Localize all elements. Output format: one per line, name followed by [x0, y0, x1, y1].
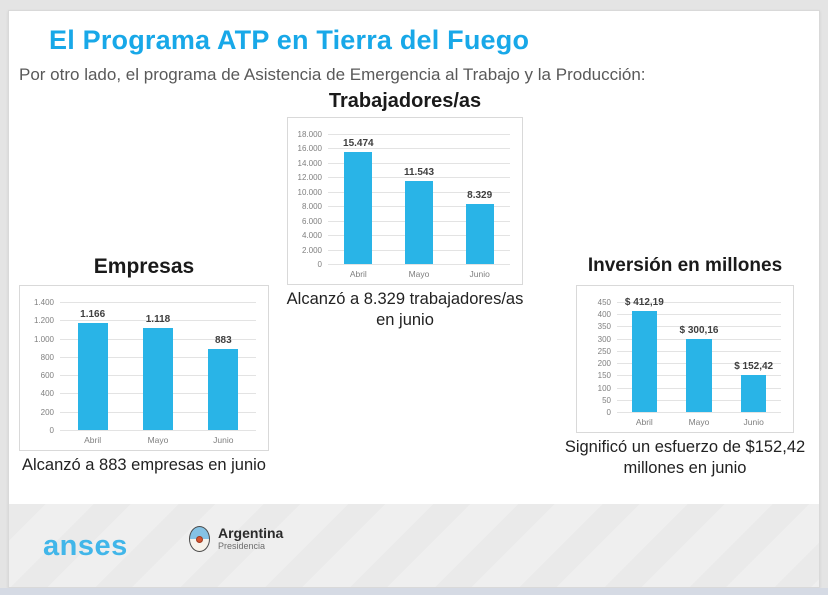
x-axis-label: Abril	[84, 435, 102, 445]
y-axis-tick-label: 100	[597, 383, 611, 393]
slide-card: El Programa ATP en Tierra del Fuego Por …	[8, 10, 820, 588]
gridline	[60, 302, 256, 303]
argentina-presidencia-logo: Argentina Presidencia	[189, 526, 283, 552]
x-axis-label: Mayo	[147, 435, 169, 445]
bar-value-label: $ 300,16	[679, 324, 719, 336]
y-axis-tick-label: 14.000	[297, 158, 322, 168]
argentina-coat-of-arms-icon	[189, 526, 210, 552]
y-axis-tick-label: 0	[606, 408, 611, 417]
y-axis-tick-label: 250	[597, 346, 611, 356]
bar-junio	[208, 349, 239, 430]
bar-value-label: 1.166	[80, 309, 106, 321]
anses-logo: anses	[43, 530, 128, 562]
bar-value-label: 8.329	[467, 189, 493, 201]
gridline	[328, 177, 510, 179]
y-axis-tick-label: 300	[597, 334, 611, 344]
y-axis-tick-label: 1.400	[33, 298, 54, 307]
chart-title-trabajadores: Trabajadores/as	[328, 90, 482, 112]
y-axis-tick-label: 4.000	[301, 231, 322, 241]
bar-chart-trabajadores: 0 2.000 4.000 6.000 8.000 10.000 12.000 14.000 1…	[287, 117, 523, 285]
argentina-logo-text: Argentina Presidencia	[218, 526, 283, 552]
y-axis-tick-label: 10.000	[297, 187, 322, 197]
bar-mayo	[686, 338, 712, 412]
y-axis-tick-label: 2.000	[301, 245, 322, 255]
bar-junio	[741, 374, 767, 412]
slide-footer: anses Argentina Presidencia	[9, 504, 819, 587]
bar-value-label: 15.474	[343, 138, 374, 150]
bar-value-label: 883	[214, 335, 232, 347]
slide-subtitle: Por otro lado, el programa de Asistencia…	[19, 65, 646, 84]
gridline	[328, 264, 510, 265]
bar-mayo	[405, 180, 433, 264]
bar-value-label: $ 152,42	[734, 360, 774, 372]
bar-value-label: 11.543	[403, 166, 435, 178]
gridline	[617, 412, 781, 413]
y-axis-tick-label: 350	[597, 322, 611, 332]
gridline	[328, 148, 510, 150]
argentina-label: Argentina	[218, 525, 284, 541]
page-title: El Programa ATP en Tierra del Fuego	[49, 25, 530, 55]
y-axis-tick-label: 8.000	[301, 202, 322, 212]
bar-junio	[465, 203, 494, 264]
y-axis-tick-label: 200	[597, 359, 611, 369]
bar-abril	[631, 311, 657, 412]
gridline	[60, 430, 256, 431]
sun-emblem-icon	[196, 535, 203, 543]
y-axis-tick-label: 400	[597, 310, 611, 320]
caption-inversion: Significó un esfuerzo de $152,42 millone…	[564, 438, 806, 477]
gridline	[617, 302, 781, 303]
bar-mayo	[143, 327, 173, 430]
y-axis-tick-label: 600	[40, 371, 54, 381]
bottom-edge-strip	[0, 588, 828, 595]
presidencia-label: Presidencia	[218, 541, 266, 551]
x-axis-label: Abril	[635, 417, 653, 427]
bar-value-label: $ 412,19	[624, 297, 664, 309]
y-axis-tick-label: 800	[40, 352, 54, 362]
y-axis-tick-label: 400	[40, 389, 54, 399]
gridline	[60, 320, 256, 322]
y-axis-tick-label: 6.000	[301, 216, 322, 226]
y-axis-tick-label: 0	[49, 426, 54, 435]
x-axis-label: Abril	[349, 269, 367, 279]
x-axis-label: Junio	[469, 269, 490, 279]
gridline	[328, 134, 510, 135]
bar-value-label: 1.118	[145, 313, 171, 325]
chart-title-inversion: Inversión en millones	[587, 255, 783, 276]
y-axis-tick-label: 200	[40, 407, 54, 417]
bar-chart-empresas: 0 200 400 600 800 1.000 1.200 1.400 1.166 Abril 1.…	[19, 285, 269, 451]
y-axis-tick-label: 1.200	[33, 316, 54, 326]
gridline	[617, 326, 781, 328]
gridline	[617, 314, 781, 316]
y-axis-tick-label: 12.000	[297, 173, 322, 183]
chart-title-empresas: Empresas	[93, 255, 195, 278]
y-axis-tick-label: 0	[317, 260, 322, 269]
bar-chart-inversion: 0 50 100 150 200 250 300 350 400 450 $ 412,19 Abril…	[576, 285, 794, 433]
x-axis-label: Mayo	[408, 269, 430, 279]
bar-abril	[344, 152, 373, 264]
y-axis-tick-label: 150	[597, 371, 611, 381]
gridline	[328, 162, 510, 164]
x-axis-label: Junio	[743, 417, 764, 427]
y-axis-tick-label: 50	[602, 395, 611, 405]
caption-trabajadores: Alcanzó a 8.329 trabajadores/as en junio	[286, 290, 524, 329]
y-axis-tick-label: 450	[597, 298, 611, 307]
y-axis-tick-label: 1.000	[33, 334, 54, 344]
y-axis-tick-label: 18.000	[297, 130, 322, 139]
y-axis-tick-label: 16.000	[297, 144, 322, 154]
bar-abril	[77, 323, 108, 430]
caption-empresas: Alcanzó a 883 empresas en junio	[22, 456, 266, 474]
x-axis-label: Junio	[213, 435, 234, 445]
x-axis-label: Mayo	[688, 417, 710, 427]
